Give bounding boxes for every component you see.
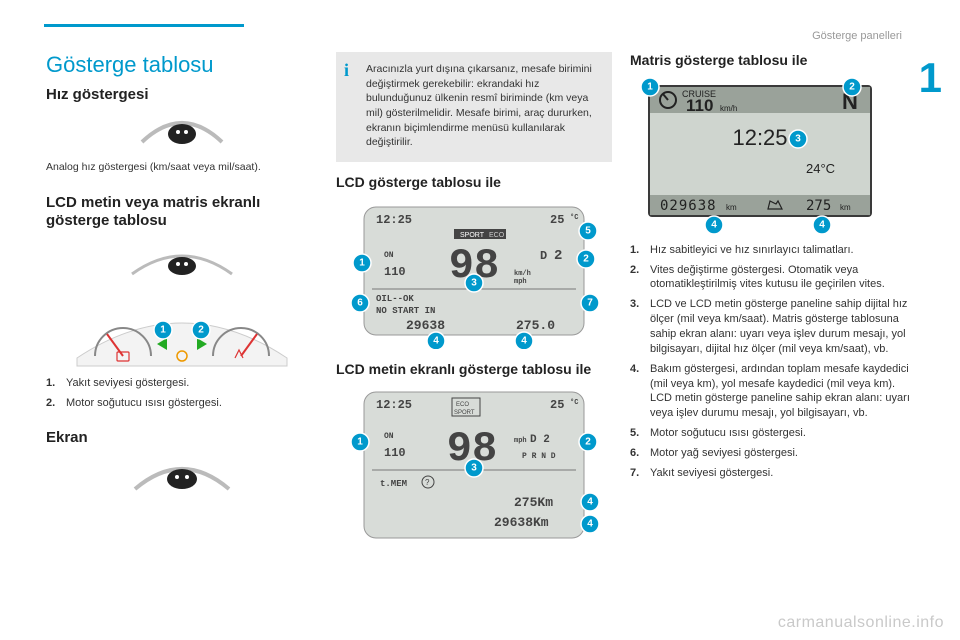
ekran-figure (46, 455, 318, 499)
svg-text:4: 4 (521, 335, 527, 346)
ekran-heading: Ekran (46, 429, 318, 447)
svg-text:2: 2 (849, 81, 855, 92)
svg-text:110: 110 (686, 96, 713, 115)
matrix-heading: Matris gösterge tablosu ile (630, 52, 914, 69)
svg-text:km: km (840, 203, 851, 212)
svg-text:°C: °C (570, 398, 578, 407)
svg-text:2: 2 (583, 253, 589, 264)
svg-text:29638Km: 29638Km (494, 515, 549, 530)
svg-text:6: 6 (357, 297, 363, 308)
svg-text:ON: ON (384, 432, 394, 441)
list-item: 3.LCD ve LCD metin gösterge paneline sah… (630, 297, 914, 356)
list-item: 2.Vites değiştirme göstergesi. Otomatik … (630, 263, 914, 293)
list-item: 2.Motor soğutucu ısısı göstergesi. (46, 396, 318, 411)
svg-text:P R N D: P R N D (522, 452, 556, 461)
column-1: Gösterge tablosu Hız göstergesi Analog h… (46, 52, 318, 554)
svg-text:1: 1 (359, 257, 365, 268)
svg-text:2: 2 (198, 325, 204, 336)
svg-text:275: 275 (806, 198, 831, 214)
list-item: 1.Hız sabitleyici ve hız sınırlayıcı tal… (630, 243, 914, 258)
lcdmatrix-heading: LCD metin veya matris ekranlı gösterge t… (46, 194, 318, 230)
svg-text:1: 1 (647, 81, 653, 92)
svg-text:4: 4 (819, 219, 825, 230)
lcdmatrix-list: 1.Yakıt seviyesi göstergesi. 2.Motor soğ… (46, 376, 318, 411)
list-item: 5.Motor soğutucu ısısı göstergesi. (630, 426, 914, 441)
svg-text:NO START IN: NO START IN (376, 306, 435, 316)
svg-text:12:25: 12:25 (376, 213, 412, 227)
svg-text:7: 7 (587, 297, 593, 308)
svg-text:4: 4 (433, 335, 439, 346)
svg-text:029638: 029638 (660, 198, 717, 214)
svg-text:3: 3 (471, 277, 477, 288)
column-3: Matris gösterge tablosu ile CRUISE 110 k… (630, 52, 914, 554)
matrix-figure: CRUISE 110 km/h N 12:25 24°C 029638 km 2… (630, 77, 914, 235)
page-body: Gösterge tablosu Hız göstergesi Analog h… (0, 0, 960, 554)
svg-text:km/h: km/h (514, 270, 531, 278)
svg-text:4: 4 (711, 219, 717, 230)
svg-text:2: 2 (554, 248, 562, 264)
info-box: i Aracınızla yurt dışına çıkarsanız, mes… (336, 52, 612, 162)
speed-figure (46, 112, 318, 152)
svg-text:275.0: 275.0 (516, 318, 555, 333)
lcdtext-heading: LCD metin ekranlı gösterge tablosu ile (336, 361, 612, 378)
speed-heading: Hız göstergesi (46, 86, 318, 104)
page-title: Gösterge tablosu (46, 52, 318, 78)
svg-text:2: 2 (585, 436, 591, 447)
list-item: 4.Bakım göstergesi, ardından toplam mesa… (630, 362, 914, 421)
svg-text:12:25: 12:25 (732, 125, 787, 150)
svg-text:ON: ON (384, 251, 394, 260)
svg-text:5: 5 (585, 225, 591, 236)
svg-text:SPORT: SPORT (454, 410, 475, 416)
svg-text:ECO: ECO (489, 232, 505, 239)
list-item: 1.Yakıt seviyesi göstergesi. (46, 376, 318, 391)
lcdcluster-heading: LCD gösterge tablosu ile (336, 174, 612, 191)
svg-text:110: 110 (384, 446, 406, 460)
svg-text:4: 4 (587, 518, 593, 529)
svg-text:275Km: 275Km (514, 495, 553, 510)
matrix-list: 1.Hız sabitleyici ve hız sınırlayıcı tal… (630, 243, 914, 481)
svg-text:25: 25 (550, 213, 564, 227)
svg-text:3: 3 (471, 462, 477, 473)
svg-text:ECO: ECO (456, 402, 469, 408)
svg-text:SPORT: SPORT (460, 232, 485, 239)
list-item: 6.Motor yağ seviyesi göstergesi. (630, 446, 914, 461)
watermark: carmanualsonline.info (778, 614, 944, 632)
svg-text:1: 1 (160, 325, 166, 336)
svg-text:t.MEM: t.MEM (380, 479, 407, 489)
svg-text:29638: 29638 (406, 318, 445, 333)
svg-text:3: 3 (795, 133, 801, 144)
svg-text:?: ? (425, 478, 430, 487)
svg-text:°C: °C (570, 213, 578, 222)
svg-text:mph: mph (514, 437, 527, 445)
svg-text:1: 1 (357, 436, 363, 447)
lcdtext-figure: 12:25 25 °C ECO SPORT 98 mph D 2 P R N D… (336, 386, 612, 546)
svg-text:25: 25 (550, 398, 564, 412)
list-item: 7.Yakıt seviyesi göstergesi. (630, 466, 914, 481)
header-rule (44, 24, 244, 27)
section-label: Gösterge panelleri (812, 30, 902, 42)
svg-text:110: 110 (384, 265, 406, 279)
info-text: Aracınızla yurt dışına çıkarsanız, mesaf… (366, 63, 592, 148)
svg-text:12:25: 12:25 (376, 398, 412, 412)
svg-text:km/h: km/h (720, 104, 737, 113)
chapter-number: 1 (919, 54, 942, 102)
lcdcluster-figure: 12:25 25 °C SPORT ECO 98 km/h mph D 2 ON… (336, 199, 612, 349)
svg-text:4: 4 (587, 496, 593, 507)
lcdmatrix-figure: 1 2 (46, 238, 318, 368)
svg-text:mph: mph (514, 278, 527, 286)
svg-text:D 2: D 2 (530, 434, 550, 446)
svg-text:D: D (540, 249, 547, 263)
svg-text:OIL--OK: OIL--OK (376, 294, 414, 304)
svg-text:km: km (726, 203, 737, 212)
svg-text:24°C: 24°C (806, 161, 835, 176)
speed-caption: Analog hız göstergesi (km/saat veya mil/… (46, 160, 318, 174)
column-2: i Aracınızla yurt dışına çıkarsanız, mes… (336, 52, 612, 554)
info-icon: i (344, 58, 349, 83)
